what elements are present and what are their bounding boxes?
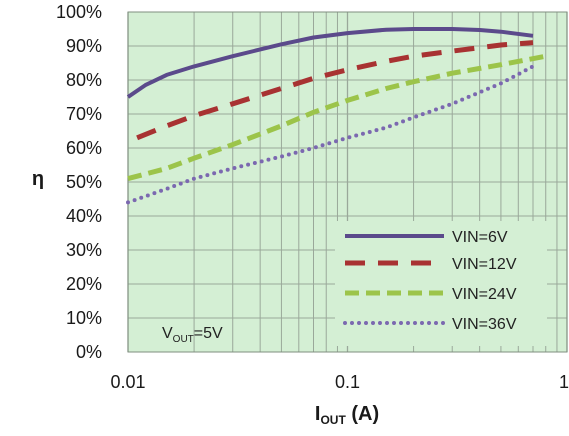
- legend: VIN=6V VIN=12V VIN=24V VIN=36V: [335, 221, 547, 346]
- annotation-subscript: OUT: [173, 334, 194, 345]
- x-axis-label-main: I: [315, 403, 321, 425]
- y-tick-label: 100%: [56, 2, 102, 22]
- legend-label-4: VIN=36V: [452, 316, 517, 333]
- x-axis-label-unit: (A): [346, 403, 379, 425]
- series-line-3: [127, 53, 547, 182]
- legend-label-1: VIN=6V: [452, 229, 508, 246]
- y-tick-label: 80%: [66, 70, 102, 90]
- y-tick-label: 30%: [66, 240, 102, 260]
- x-tick-label: 0.01: [110, 372, 145, 392]
- y-tick-label: 90%: [66, 36, 102, 56]
- vout-annotation: VOUT=5V: [162, 325, 223, 345]
- series-layer: [126, 27, 547, 205]
- plot-border: [127, 11, 568, 353]
- x-axis-label-subscript: OUT: [320, 413, 346, 427]
- y-tick-label: 40%: [66, 206, 102, 226]
- y-tick-label: 0%: [76, 342, 102, 362]
- legend-label-3: VIN=24V: [452, 286, 517, 303]
- y-tick-label: 60%: [66, 138, 102, 158]
- x-axis-label: IOUT (A): [315, 403, 379, 427]
- y-tick-label: 50%: [66, 172, 102, 192]
- y-tick-label: 10%: [66, 308, 102, 328]
- y-tick-label: 20%: [66, 274, 102, 294]
- annotation-suffix: =5V: [194, 325, 223, 342]
- series-line-4: [126, 64, 535, 205]
- annotation-prefix: V: [162, 325, 173, 342]
- y-axis-label: η: [32, 168, 44, 190]
- x-tick-label: 0.1: [335, 372, 360, 392]
- legend-label-2: VIN=12V: [452, 256, 517, 273]
- legend-box: [335, 221, 547, 346]
- series-line-1: [126, 27, 534, 99]
- tick-labels: 0% 10% 20% 30% 40% 50% 60% 70% 80% 90% 100% 0.01 0.1…: [56, 2, 569, 392]
- x-tick-label: 1: [559, 372, 569, 392]
- y-tick-label: 70%: [66, 104, 102, 124]
